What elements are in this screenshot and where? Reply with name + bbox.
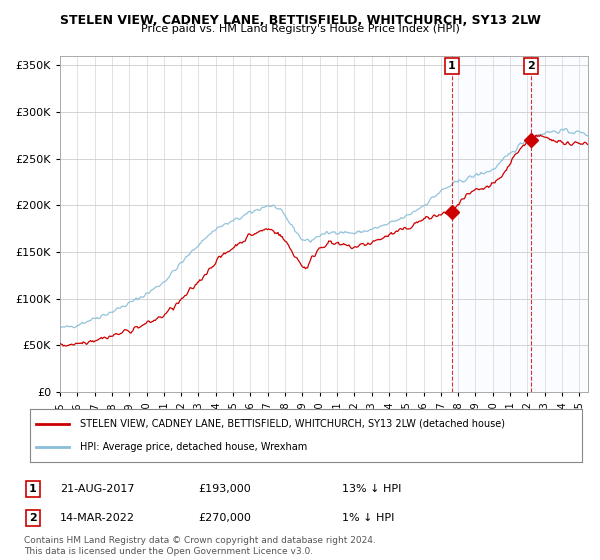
Text: 1: 1: [448, 61, 456, 71]
Text: £270,000: £270,000: [198, 513, 251, 523]
Text: 1% ↓ HPI: 1% ↓ HPI: [342, 513, 394, 523]
Text: Price paid vs. HM Land Registry's House Price Index (HPI): Price paid vs. HM Land Registry's House …: [140, 24, 460, 34]
Text: 14-MAR-2022: 14-MAR-2022: [60, 513, 135, 523]
Text: £193,000: £193,000: [198, 484, 251, 494]
Text: STELEN VIEW, CADNEY LANE, BETTISFIELD, WHITCHURCH, SY13 2LW (detached house): STELEN VIEW, CADNEY LANE, BETTISFIELD, W…: [80, 419, 505, 429]
Bar: [531, 56, 588, 392]
Bar: [452, 56, 531, 392]
Text: 2: 2: [527, 61, 535, 71]
Text: STELEN VIEW, CADNEY LANE, BETTISFIELD, WHITCHURCH, SY13 2LW: STELEN VIEW, CADNEY LANE, BETTISFIELD, W…: [59, 14, 541, 27]
Text: 13% ↓ HPI: 13% ↓ HPI: [342, 484, 401, 494]
Text: HPI: Average price, detached house, Wrexham: HPI: Average price, detached house, Wrex…: [80, 442, 307, 452]
Text: 21-AUG-2017: 21-AUG-2017: [60, 484, 134, 494]
Text: Contains HM Land Registry data © Crown copyright and database right 2024.
This d: Contains HM Land Registry data © Crown c…: [24, 536, 376, 556]
Text: 1: 1: [29, 484, 37, 494]
Text: 2: 2: [29, 513, 37, 523]
